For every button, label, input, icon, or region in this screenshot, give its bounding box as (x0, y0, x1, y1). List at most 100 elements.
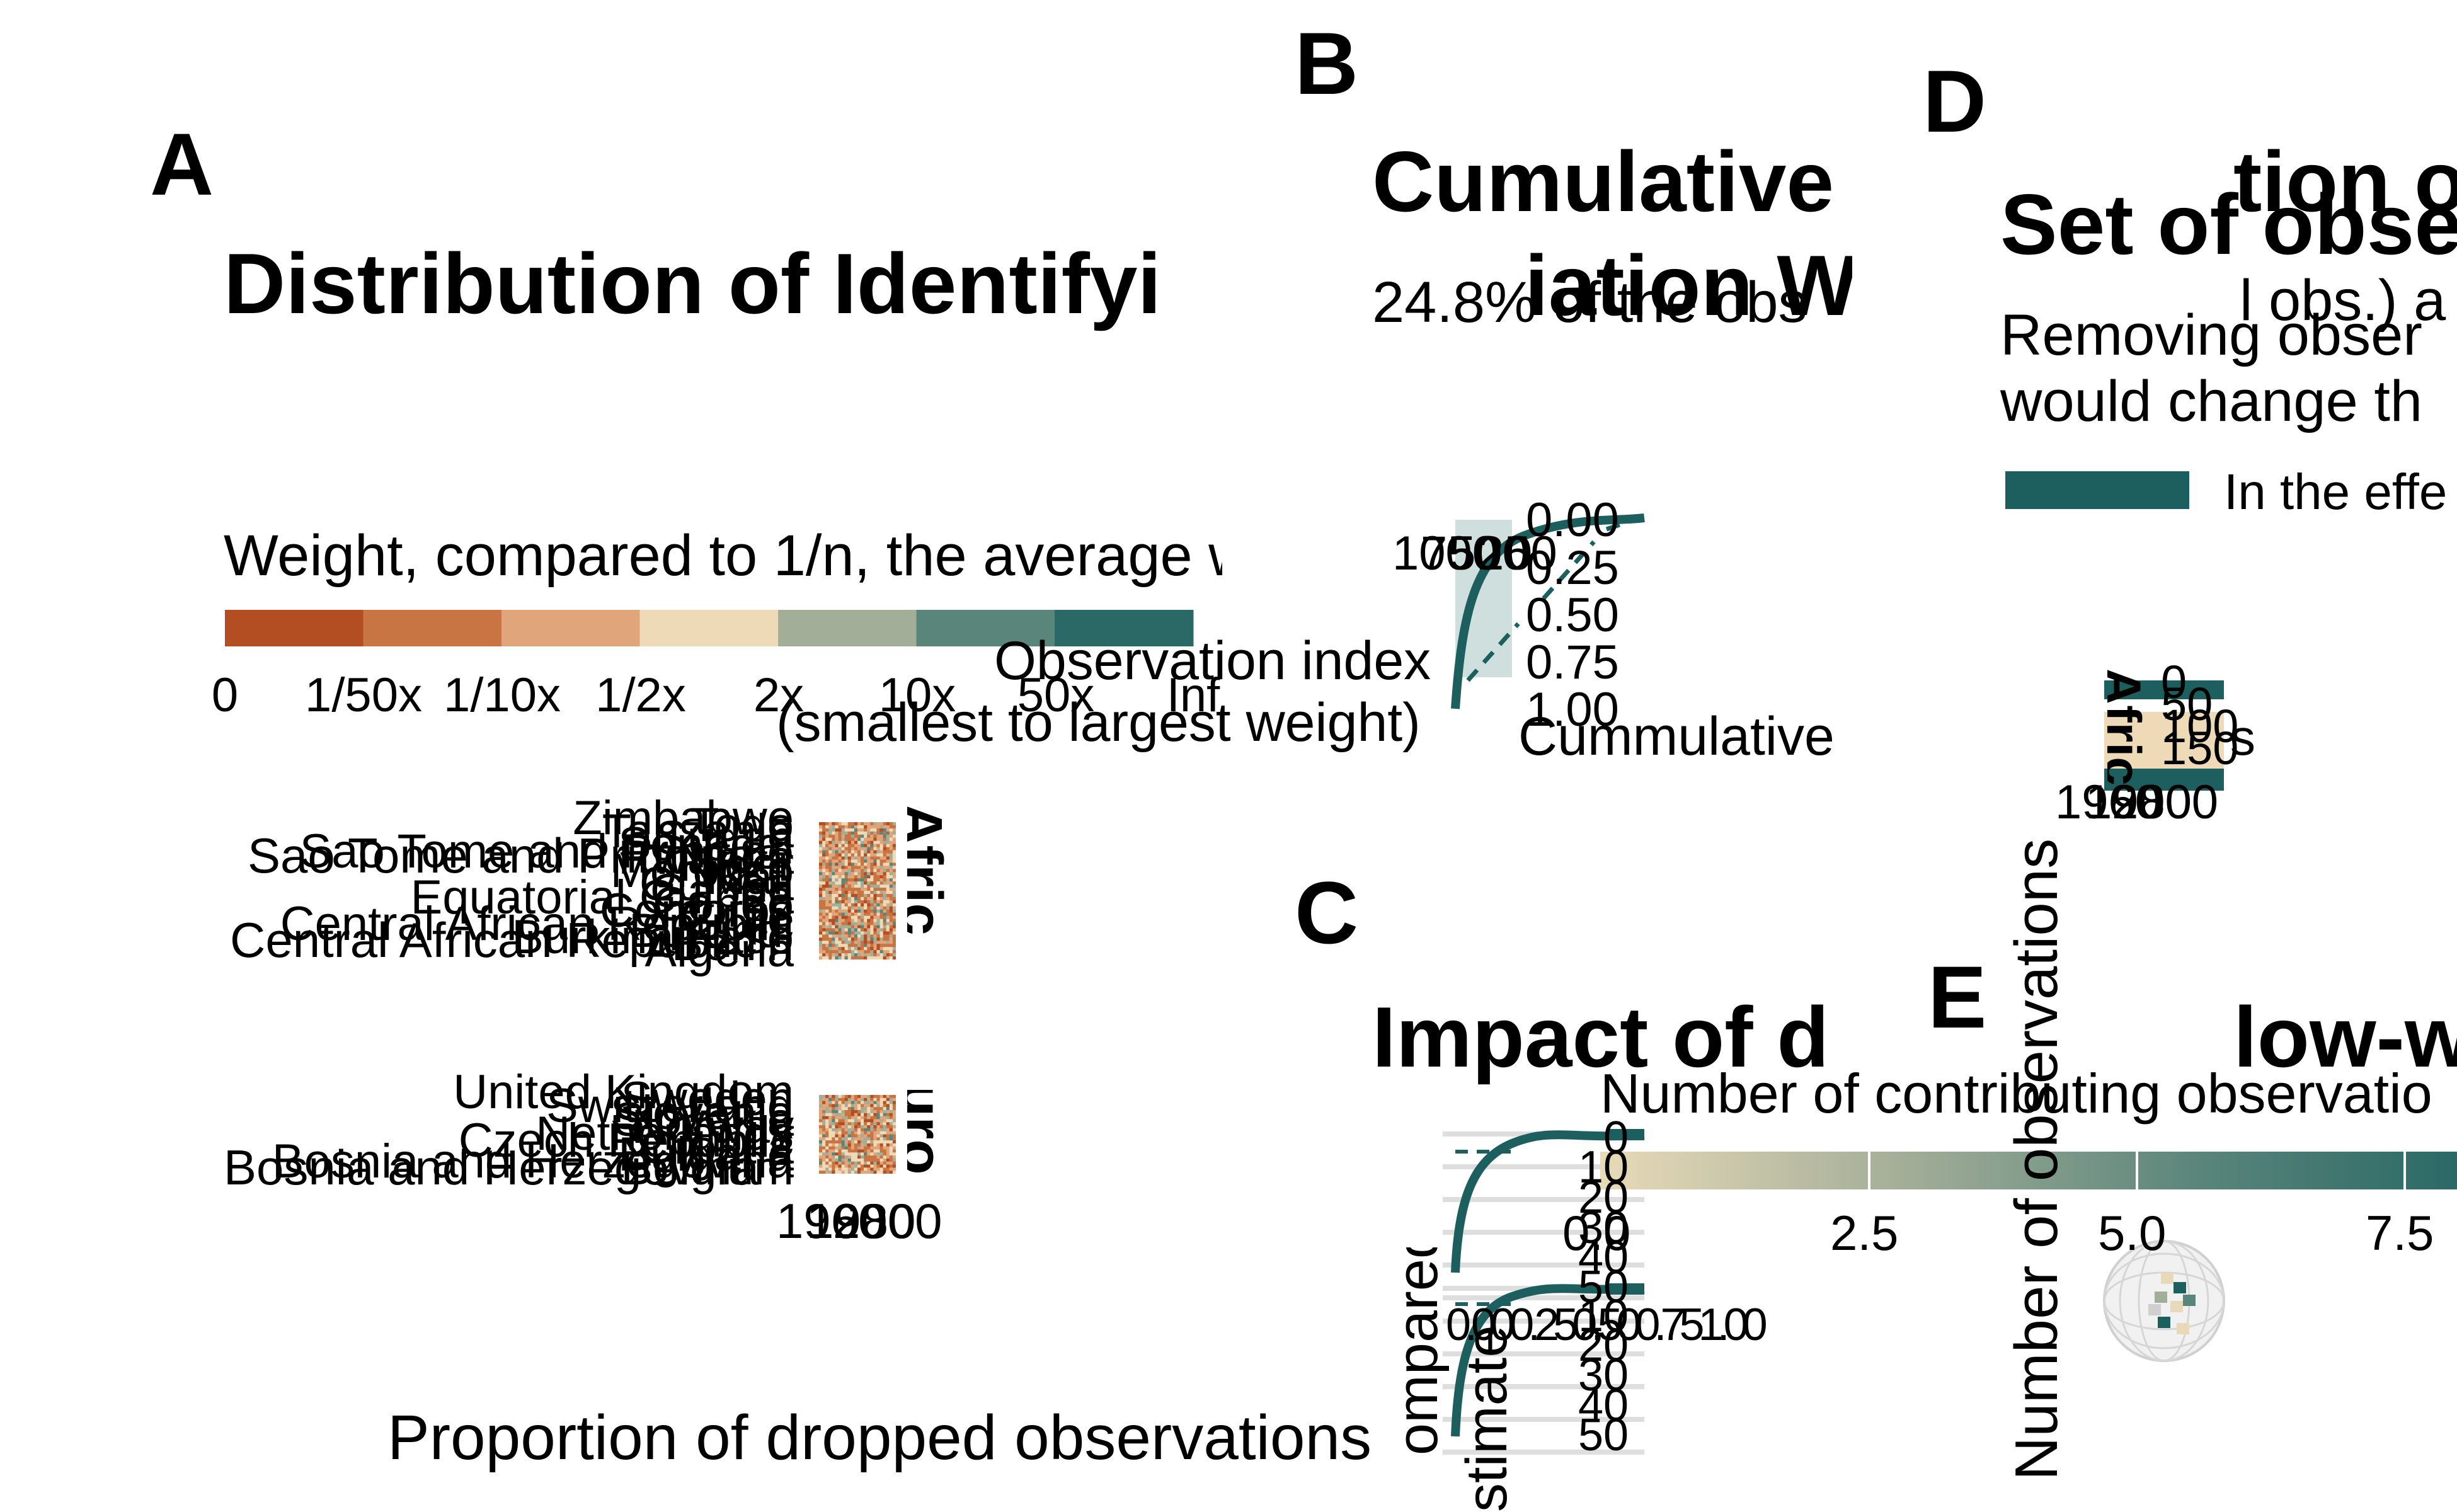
heat-cell (864, 941, 868, 944)
panel-b-xtick: 500 (1449, 527, 1529, 580)
heat-cell (864, 947, 868, 951)
heat-cell (873, 1134, 877, 1138)
panel-b-curve (1451, 513, 1645, 709)
heat-cell (873, 915, 877, 920)
heat-cell (857, 1131, 861, 1135)
heat-cell (873, 953, 877, 957)
heat-cell (854, 878, 858, 882)
heat-cell (825, 1146, 829, 1150)
heat-cell (889, 1116, 893, 1120)
heat-cell (828, 837, 832, 842)
heat-cell (835, 1146, 839, 1150)
africa-labels-clip: Zimbabwe Togo Tanzania Sudan Senegal Sao Tome… (214, 791, 794, 980)
country-label: Benin (671, 917, 794, 971)
heat-cell (850, 950, 855, 954)
heat-cell (825, 822, 829, 826)
heat-cell (876, 1161, 881, 1166)
heat-cell (879, 875, 884, 879)
heat-cell (861, 941, 864, 944)
heat-cell (883, 934, 887, 938)
heat-cell (832, 1128, 835, 1132)
heat-cell (889, 1167, 893, 1171)
panel-e-globe-map (2103, 1240, 2225, 1362)
heat-cell (857, 953, 861, 957)
heat-cell (870, 1107, 874, 1111)
heat-cell (854, 915, 858, 920)
heat-cell (844, 1167, 849, 1171)
heat-cell (850, 1152, 855, 1156)
heat-cell (835, 1158, 839, 1162)
heat-cell (850, 822, 855, 826)
heat-cell (876, 1101, 881, 1104)
heat-cell (819, 1167, 823, 1171)
globe-country (2148, 1304, 2161, 1315)
heat-cell (864, 1143, 868, 1147)
heat-cell (876, 947, 881, 951)
heat-cell (886, 928, 890, 932)
heat-cell (876, 893, 881, 898)
heat-cell (819, 906, 823, 910)
heat-cell (832, 1152, 835, 1156)
heat-cell (828, 856, 832, 860)
heat-cell (847, 912, 852, 917)
heat-cell (847, 850, 852, 854)
heat-cell (892, 1119, 896, 1123)
heat-cell (864, 903, 868, 907)
heat-cell (847, 853, 852, 857)
heat-cell (844, 1128, 849, 1132)
heat-cell (867, 941, 871, 944)
heat-cell (867, 1125, 871, 1129)
heat-cell (847, 875, 852, 879)
heat-cell (870, 1125, 874, 1129)
heat-cell (876, 1128, 881, 1132)
heat-cell (861, 834, 864, 839)
panel-d-letter: D (1923, 52, 1987, 151)
heat-cell (870, 903, 874, 907)
heat-cell (828, 881, 832, 885)
heat-cell (844, 847, 849, 851)
heat-cell (892, 1110, 896, 1114)
country-label: Central African Republic (280, 897, 794, 951)
heat-cell (889, 840, 893, 845)
heat-cell (873, 862, 877, 866)
heat-cell (864, 915, 868, 920)
heat-cell (879, 893, 884, 898)
heat-cell (889, 828, 893, 832)
heat-cell (870, 1158, 874, 1162)
country-label: Bosnia and Herzegovina (272, 1135, 794, 1188)
heat-cell (870, 844, 874, 848)
heat-cell (822, 947, 826, 951)
heat-cell (854, 1101, 858, 1104)
heat-cell (835, 828, 839, 832)
heat-cell (844, 941, 849, 944)
heat-cell (883, 1101, 887, 1104)
heat-cell (873, 831, 877, 835)
heat-cell (841, 1155, 845, 1159)
heat-cell (886, 850, 890, 854)
heat-cell (828, 834, 832, 839)
heat-cell (854, 1113, 858, 1117)
heat-cell (828, 859, 832, 863)
heat-cell (822, 1164, 826, 1168)
heat-cell (892, 1155, 896, 1159)
heat-cell (879, 956, 884, 959)
heat-cell (873, 825, 877, 829)
heat-cell (835, 903, 839, 907)
heat-cell (864, 1161, 868, 1166)
heat-cell (838, 878, 842, 882)
heat-cell (857, 875, 861, 879)
heat-cell (828, 1104, 832, 1108)
heat-cell (870, 931, 874, 935)
heat-cell (867, 1110, 871, 1114)
heat-cell (850, 1097, 855, 1102)
heat-cell (867, 893, 871, 898)
heat-cell (889, 1152, 893, 1156)
heat-cell (873, 1164, 877, 1168)
heat-cell (847, 915, 852, 920)
heat-cell (838, 909, 842, 914)
heat-cell (819, 1122, 823, 1126)
heat-cell (886, 1128, 890, 1132)
heat-cell (857, 891, 861, 895)
heat-cell (841, 1122, 845, 1126)
heat-cell (870, 1137, 874, 1141)
